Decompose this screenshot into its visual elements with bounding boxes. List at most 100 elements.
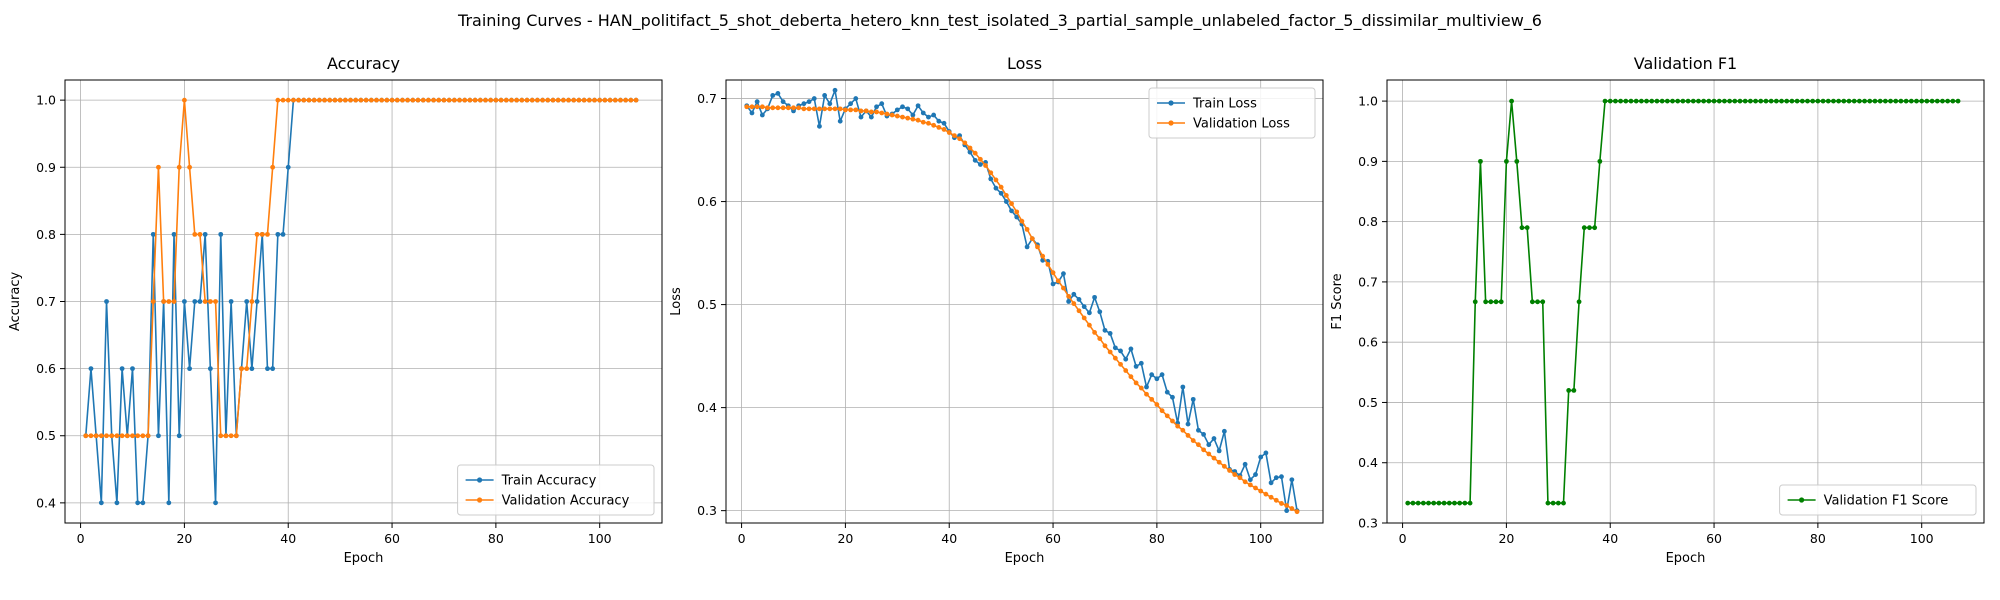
- validation-loss-point: [931, 122, 937, 128]
- train-loss-point: [1144, 384, 1149, 390]
- validation-loss-point: [874, 109, 879, 115]
- validation-loss-point: [1247, 482, 1253, 488]
- validation-f1-score-point: [1483, 299, 1489, 305]
- train-loss-point: [920, 110, 926, 116]
- y-tick-label: 1.0: [1358, 94, 1378, 109]
- validation-f1-score-point: [1519, 225, 1525, 231]
- validation-loss-point: [1206, 451, 1212, 457]
- validation-accuracy-point: [114, 433, 120, 439]
- train-loss-point: [837, 118, 843, 124]
- train-loss-point: [941, 120, 947, 126]
- validation-accuracy-point: [576, 97, 582, 103]
- validation-accuracy-point: [555, 97, 561, 103]
- validation-loss-point: [822, 106, 828, 112]
- validation-f1-score-point: [1504, 158, 1509, 164]
- validation-accuracy-point: [462, 97, 468, 103]
- train-loss-point: [1164, 389, 1170, 395]
- validation-accuracy-point: [612, 97, 618, 103]
- validation-f1-score-point: [1457, 500, 1463, 506]
- validation-loss-point: [1003, 192, 1009, 198]
- train-loss-point: [1066, 299, 1072, 304]
- validation-loss-point: [1196, 442, 1201, 448]
- validation-accuracy-point: [140, 433, 146, 439]
- train-loss-point: [993, 185, 999, 191]
- train-loss-point: [848, 101, 853, 107]
- validation-accuracy-point: [301, 97, 307, 103]
- validation-f1-score-point: [1576, 299, 1582, 305]
- validation-accuracy-point: [586, 97, 592, 103]
- validation-accuracy-point: [259, 231, 265, 237]
- validation-f1-score-point: [1784, 98, 1790, 104]
- validation-loss-point: [946, 130, 952, 135]
- train-accuracy-point: [176, 433, 182, 439]
- validation-f1-score-point: [1945, 98, 1951, 104]
- validation-f1-score-point: [1773, 98, 1779, 104]
- validation-accuracy-point: [223, 433, 229, 439]
- train-accuracy-point: [166, 500, 172, 506]
- validation-accuracy-point: [420, 97, 426, 103]
- validation-loss-point: [832, 106, 838, 112]
- validation-accuracy-point: [472, 97, 478, 103]
- validation-loss-point: [1138, 385, 1144, 391]
- y-tick-label: 0.7: [1358, 274, 1378, 289]
- train-accuracy-point: [119, 366, 125, 372]
- loss-x-axis-label: Epoch: [1005, 551, 1045, 566]
- validation-accuracy-point: [280, 97, 286, 103]
- validation-loss-point: [1175, 423, 1181, 429]
- validation-loss-point: [1133, 380, 1139, 386]
- validation-f1-score-point: [1587, 225, 1592, 231]
- validation-accuracy-point: [145, 433, 151, 439]
- validation-f1-score-point: [1877, 98, 1883, 104]
- validation-loss-point: [1024, 226, 1030, 232]
- validation-accuracy-point: [244, 366, 250, 372]
- validation-loss-point: [1227, 468, 1232, 473]
- train-loss-point: [936, 118, 942, 124]
- validation-f1-score-point: [1670, 98, 1675, 104]
- validation-f1-score-point: [1566, 388, 1572, 393]
- validation-f1-score-point: [1659, 98, 1665, 104]
- validation-f1-score-point: [1654, 98, 1660, 104]
- validation-accuracy-point: [353, 97, 359, 103]
- train-loss-point: [1050, 281, 1056, 287]
- validation-f1-score-point: [1550, 500, 1556, 506]
- validation-accuracy-point: [477, 97, 483, 103]
- validation-f1-score-point: [1441, 500, 1447, 506]
- validation-loss-point: [801, 106, 807, 112]
- validation-accuracy-point: [311, 97, 317, 103]
- train-loss-point: [1086, 310, 1092, 316]
- validation-accuracy-point: [254, 231, 260, 237]
- validation-accuracy-point: [327, 97, 333, 103]
- validation-accuracy-point: [384, 97, 390, 103]
- validation-loss-point: [1289, 506, 1295, 511]
- x-tick-label: 0: [77, 531, 85, 546]
- validation-accuracy-point: [379, 97, 385, 103]
- y-tick-label: 0.3: [1358, 516, 1378, 531]
- validation-loss-point: [1258, 488, 1264, 494]
- validation-f1-score-point: [1950, 98, 1956, 104]
- validation-loss-point: [1268, 494, 1274, 500]
- validation-accuracy-point: [503, 97, 509, 103]
- validation-accuracy-point: [441, 97, 447, 103]
- validation-accuracy-point: [197, 231, 203, 237]
- validation-f1-score-point: [1779, 98, 1784, 104]
- train-accuracy-point: [150, 231, 156, 237]
- validation-loss-point: [1253, 485, 1258, 491]
- train-accuracy-point: [114, 500, 120, 506]
- accuracy-chart: 0 20 40 60 80 100 0.4 0.5 0.6 0.7 0.8 0.9 1.0 Accurac…: [8, 54, 663, 566]
- validation-loss-point: [1284, 503, 1290, 508]
- legend-swatch-marker: [1168, 100, 1174, 106]
- validation-f1-score-point: [1914, 98, 1919, 104]
- train-loss-point: [1097, 309, 1103, 315]
- validation-loss-point: [988, 170, 994, 176]
- x-tick-label: 40: [941, 531, 957, 546]
- validation-accuracy-point: [285, 97, 291, 103]
- train-loss-point: [811, 96, 817, 101]
- train-loss-point: [1211, 436, 1217, 441]
- validation-f1-score-point: [1763, 98, 1769, 104]
- train-loss-point: [967, 149, 973, 155]
- train-loss-point: [977, 162, 983, 167]
- validation-f1-score-point: [1555, 500, 1561, 506]
- validation-f1-score-point: [1535, 299, 1540, 305]
- validation-loss-point: [977, 156, 983, 162]
- x-tick-label: 20: [1498, 531, 1514, 546]
